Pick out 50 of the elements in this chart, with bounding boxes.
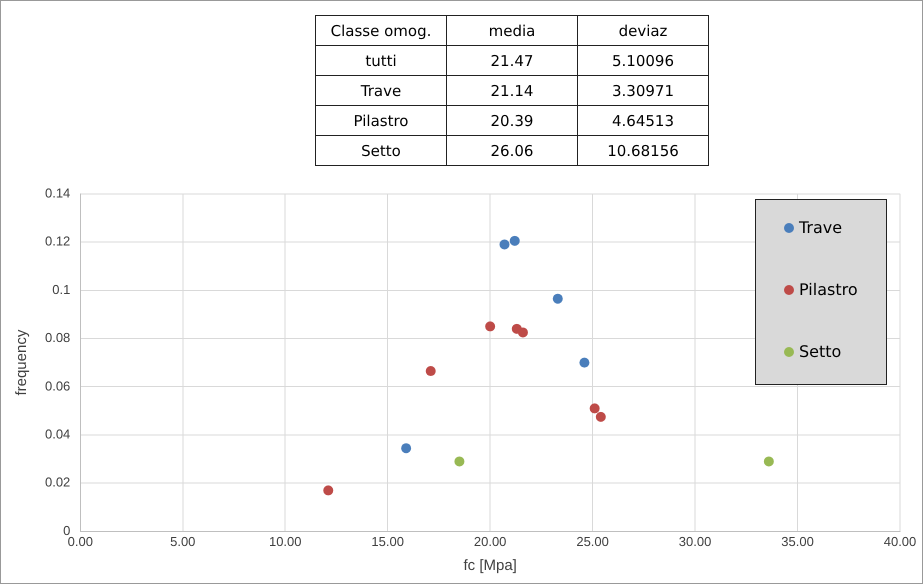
- y-tick-label: 0.06: [44, 378, 70, 394]
- text: 21.47: [446, 46, 578, 76]
- category-label: tutti: [365, 52, 397, 70]
- x-tick-label: 0.00: [68, 534, 93, 549]
- legend-label: Trave: [799, 218, 842, 237]
- point: [552, 294, 563, 304]
- point: [510, 236, 520, 246]
- point: [401, 443, 412, 454]
- category-label: Trave: [360, 82, 402, 100]
- x-tick-label: 30.00: [678, 534, 712, 549]
- text: 4.64513: [578, 106, 708, 136]
- x-tick-label: 25.00: [576, 534, 609, 549]
- y-tick-label: 0.04: [44, 426, 70, 442]
- y-tick-label: 0: [63, 522, 70, 538]
- text: 5.10096: [578, 46, 708, 76]
- y-tick-label: 0.02: [44, 474, 70, 490]
- point: [426, 366, 436, 376]
- text: 20.39: [446, 106, 578, 136]
- text: 21.14: [446, 76, 578, 106]
- text: Classe omog.: [316, 16, 446, 46]
- point: [590, 403, 600, 414]
- x-tick-label: 20.00: [474, 534, 506, 549]
- point: [499, 239, 510, 250]
- x-tick-label: 5.00: [170, 534, 196, 549]
- y-tick-label: 0.12: [44, 234, 70, 249]
- category-label: Pilastro: [354, 112, 408, 130]
- x-axis-title: fc [Mpa]: [463, 557, 517, 574]
- x-tick-label: 40.00: [884, 534, 916, 549]
- x-tick-label: 10.00: [268, 534, 302, 549]
- point: [596, 412, 606, 422]
- point: [454, 456, 464, 466]
- category-label: Setto: [361, 142, 401, 160]
- legend-label: Setto: [799, 342, 842, 361]
- y-axis-title: frequency: [13, 329, 30, 396]
- x-tick-label: 35.00: [781, 534, 814, 549]
- y-tick-label: 0.08: [44, 330, 70, 346]
- text: 10.68156: [578, 136, 708, 166]
- category-label: media: [446, 16, 578, 46]
- point: [323, 485, 334, 496]
- legend-label: Pilastro: [799, 280, 858, 299]
- category-label: deviaz: [578, 16, 708, 46]
- point: [764, 456, 774, 466]
- point: [485, 321, 496, 332]
- point: [518, 327, 528, 338]
- text: 3.30971: [578, 76, 708, 106]
- point: [579, 358, 590, 368]
- x-tick-label: 15.00: [371, 534, 404, 549]
- y-tick-label: 0.1: [52, 282, 70, 297]
- text: 26.06: [446, 136, 578, 166]
- y-tick-label: 0.14: [44, 185, 70, 200]
